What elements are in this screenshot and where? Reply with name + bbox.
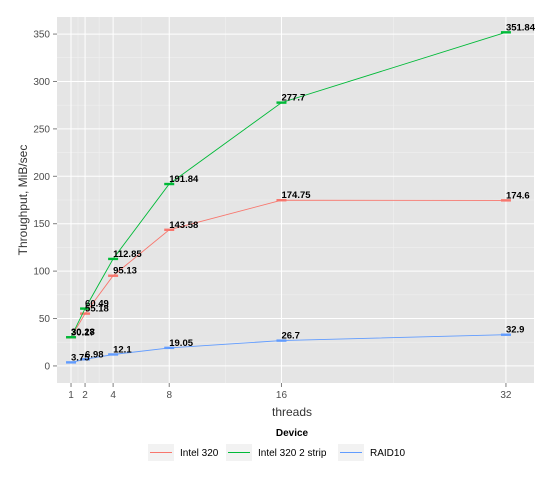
x-tick-label: 4 [110, 390, 116, 401]
data-label-raid10: 32.9 [506, 325, 525, 336]
data-label-intel-320: 30.17 [71, 327, 95, 338]
y-tick-label: 300 [33, 77, 50, 88]
y-tick-label: 150 [33, 219, 50, 230]
data-label-raid10: 26.7 [281, 331, 300, 342]
y-tick-label: 250 [33, 124, 50, 135]
x-tick-label: 1 [68, 390, 74, 401]
data-label-intel-320: 174.6 [506, 190, 530, 201]
y-tick-label: 0 [44, 361, 50, 372]
x-tick-label: 32 [500, 390, 512, 401]
grid-layer [57, 17, 534, 383]
y-axis-title: Throughput, MiB/sec [16, 145, 30, 256]
legend-item-raid10: RAID10 [338, 444, 405, 461]
y-tick-label: 200 [33, 172, 50, 183]
data-label-intel-320: 174.75 [281, 190, 311, 201]
data-label-intel-320: 55.18 [85, 304, 109, 315]
legend-label-raid10: RAID10 [370, 448, 405, 459]
y-tick-label: 350 [33, 30, 50, 41]
label-layer: 30.17 55.18 95.13 143.58 174.75 174.6 30.28 60.… [71, 22, 536, 363]
data-label-intel-320-2-strip: 60.49 [85, 299, 109, 310]
legend-label-intel-320: Intel 320 [180, 448, 219, 459]
y-tick-label: 100 [33, 267, 50, 278]
data-label-intel-320: 143.58 [169, 220, 198, 231]
data-label-raid10: 3.75 [71, 352, 90, 363]
series-layer [66, 31, 511, 364]
series-line-intel-320-2-strip [70, 31, 507, 338]
legend-item-intel-320-2-strip: Intel 320 2 strip [226, 444, 327, 461]
data-label-raid10: 19.05 [169, 338, 193, 349]
data-label-intel-320-2-strip: 277.7 [281, 93, 305, 104]
x-axis-title: threads [272, 405, 312, 419]
x-tick-label: 16 [276, 390, 288, 401]
legend-label-intel-320-2-strip: Intel 320 2 strip [258, 448, 327, 459]
y-tick-label: 50 [39, 314, 51, 325]
data-label-intel-320-2-strip: 191.84 [169, 174, 199, 185]
data-label-intel-320: 95.13 [113, 266, 137, 277]
data-label-intel-320-2-strip: 112.85 [113, 249, 142, 260]
legend: Device Intel 320 Intel 320 2 strip RAID1… [148, 428, 405, 461]
axis-layer: 0 50 100 150 200 250 300 350 1 2 4 8 16 32 [33, 30, 512, 401]
legend-item-intel-320: Intel 320 [148, 444, 219, 461]
data-label-intel-320-2-strip: 30.28 [71, 327, 95, 338]
data-label-raid10: 12.1 [113, 344, 132, 355]
x-tick-label: 2 [82, 390, 88, 401]
series-line-intel-320 [70, 199, 506, 338]
legend-title: Device [276, 428, 309, 439]
data-label-raid10: 6.98 [85, 349, 104, 360]
x-tick-label: 8 [166, 390, 172, 401]
data-label-intel-320-2-strip: 351.84 [506, 22, 536, 33]
